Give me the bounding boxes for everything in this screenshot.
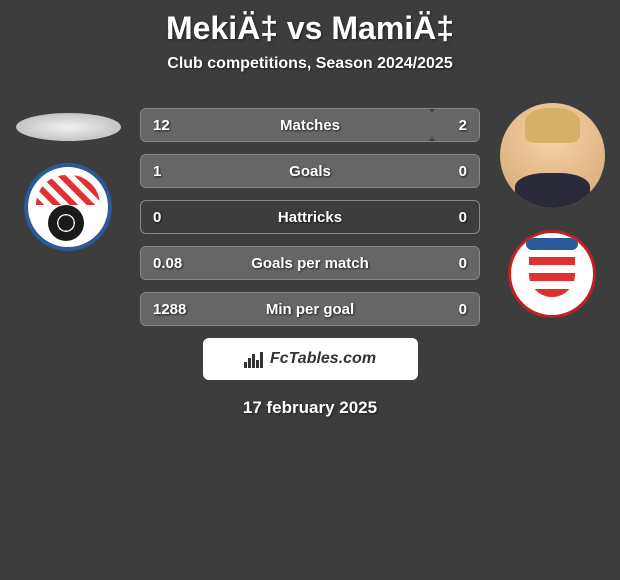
- player-right-avatar: [500, 103, 605, 208]
- stat-label: Hattricks: [141, 209, 479, 226]
- stat-label: Min per goal: [141, 301, 479, 318]
- stat-label: Goals per match: [141, 255, 479, 272]
- player-left-column: [8, 103, 128, 251]
- brand-text: FcTables.com: [270, 350, 376, 368]
- bar-chart-icon: [244, 350, 264, 368]
- player-left-avatar: [16, 113, 121, 141]
- stat-value-right: 0: [459, 163, 467, 180]
- brand-badge[interactable]: FcTables.com: [203, 338, 418, 380]
- stat-value-right: 0: [459, 255, 467, 272]
- stat-row-goals: 1 Goals 0: [140, 154, 480, 188]
- stat-value-right: 0: [459, 301, 467, 318]
- stat-value-right: 2: [459, 117, 467, 134]
- club-badge-left: [24, 163, 112, 251]
- comparison-content: 12 Matches 2 1 Goals 0 0 Hattricks 0 0.0…: [0, 103, 620, 418]
- stats-table: 12 Matches 2 1 Goals 0 0 Hattricks 0 0.0…: [140, 103, 480, 326]
- page-title: MekiÄ‡ vs MamiÄ‡: [0, 0, 620, 47]
- stat-row-matches: 12 Matches 2: [140, 108, 480, 142]
- club-badge-right: [508, 230, 596, 318]
- stat-row-min-per-goal: 1288 Min per goal 0: [140, 292, 480, 326]
- page-subtitle: Club competitions, Season 2024/2025: [0, 55, 620, 73]
- date-label: 17 february 2025: [0, 398, 620, 418]
- stat-label: Matches: [141, 117, 479, 134]
- player-right-column: [492, 103, 612, 318]
- stat-row-goals-per-match: 0.08 Goals per match 0: [140, 246, 480, 280]
- stat-row-hattricks: 0 Hattricks 0: [140, 200, 480, 234]
- stat-value-right: 0: [459, 209, 467, 226]
- stat-label: Goals: [141, 163, 479, 180]
